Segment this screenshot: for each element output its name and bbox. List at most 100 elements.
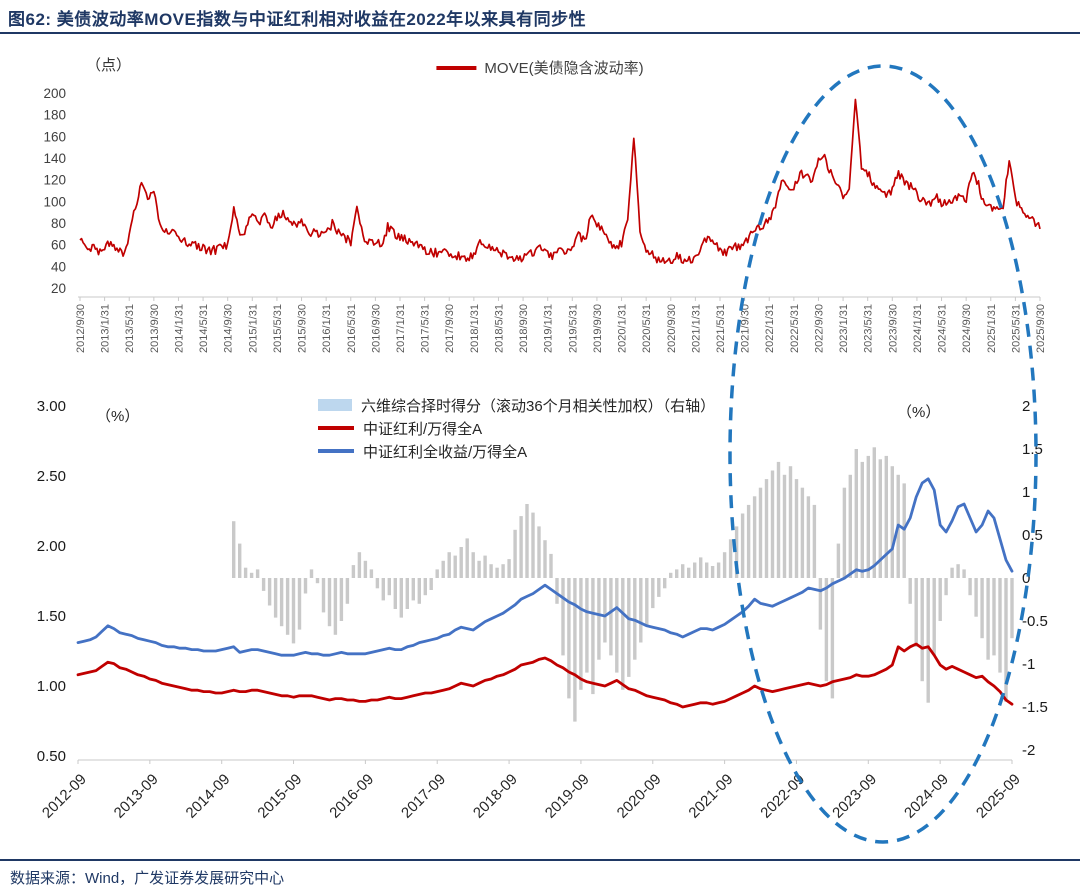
bottom-left-tick-label: 1.50 [37,608,66,625]
bottom-left-tick-label: 3.00 [37,398,66,415]
bottom-chart-legend: 六维综合择时得分（滚动36个月相关性加权）（右轴） 中证红利/万得全A 中证红利… [318,394,715,462]
move-chart: 2012/9/30 2013/1/31 2013/5/31 2013/9/30 2014… [43,86,1047,353]
top-x-tick-label: 2020/1/31 [617,304,629,353]
dividend-price-ratio-line [76,642,1014,709]
bottom-x-tick-label: 2019-09 [542,771,593,822]
bottom-right-tick-label: -2 [1022,742,1035,759]
top-x-tick-label: 2014/1/31 [173,304,185,353]
bottom-left-tick-label: 2.00 [37,538,66,555]
bottom-right-unit-label: （%） [897,404,941,421]
bottom-right-tick-label: -1 [1022,656,1035,673]
top-x-tick-label: 2015/5/31 [272,304,284,353]
dividend-total-return-line [76,477,1014,657]
total-return-legend-swatch [318,449,354,453]
top-y-tick-label: 180 [43,108,66,123]
top-x-tick-label: 2013/5/31 [124,304,136,353]
price-ratio-legend-swatch [318,426,354,430]
top-x-tick-label: 2017/5/31 [420,304,432,353]
top-x-tick-label: 2024/5/31 [937,304,949,353]
bottom-right-tick-label: -1.5 [1022,699,1048,716]
top-x-tick-label: 2017/1/31 [395,304,407,353]
top-x-tick-label: 2018/1/31 [469,304,481,353]
top-x-tick-label: 2023/1/31 [838,304,850,353]
top-x-tick-label: 2016/1/31 [321,304,333,353]
move-legend-label: MOVE(美债隐含波动率) [484,60,644,77]
total-return-legend-label: 中证红利全收益/万得全A [363,443,528,461]
top-x-tick-label: 2019/5/31 [567,304,579,353]
bottom-x-tick-label: 2023-09 [829,771,880,822]
top-x-tick-label: 2015/9/30 [297,304,309,353]
bottom-x-tick-label: 2014-09 [183,771,234,822]
bottom-left-unit-label: （%） [96,408,140,425]
top-x-tick-label: 2022/1/31 [764,304,776,353]
top-y-tick-label: 80 [51,216,66,231]
top-x-tick-label: 2021/9/30 [740,304,752,353]
score-legend-label: 六维综合择时得分（滚动36个月相关性加权）（右轴） [361,397,716,415]
top-x-tick-label: 2021/1/31 [690,304,702,353]
top-x-tick-label: 2019/1/31 [543,304,555,353]
top-x-tick-label: 2021/5/31 [715,304,727,353]
legend-row-total-return: 中证红利全收益/万得全A [318,440,715,462]
top-x-tick-label: 2020/5/31 [641,304,653,353]
bottom-x-tick-label: 2024-09 [901,771,952,822]
top-x-tick-label: 2023/9/30 [887,304,899,353]
top-y-tick-label: 40 [51,259,66,274]
bottom-right-tick-label: -0.5 [1022,613,1048,630]
highlight-ellipse [728,64,1038,844]
figure-title: 图62: 美债波动率MOVE指数与中证红利相对收益在2022年以来具有同步性 [8,10,587,29]
top-y-tick-label: 100 [43,194,66,209]
top-x-tick-label: 2024/9/30 [961,304,973,353]
score-bars [232,447,1014,722]
top-x-tick-label: 2013/1/31 [100,304,112,353]
title-divider [0,32,1080,34]
bottom-right-tick-label: 2 [1022,398,1030,415]
move-legend-swatch [436,65,477,70]
top-x-tick-label: 2018/9/30 [518,304,530,353]
bottom-left-tick-label: 1.00 [37,678,66,695]
top-y-tick-label: 160 [43,129,66,144]
bottom-x-tick-label: 2016-09 [326,771,377,822]
bottom-x-tick-label: 2025-09 [973,771,1024,822]
top-x-tick-label: 2018/5/31 [493,304,505,353]
legend-row-price-ratio: 中证红利/万得全A [318,417,715,439]
source-divider [0,859,1080,861]
bottom-left-tick-label: 2.50 [37,468,66,485]
top-x-tick-label: 2017/9/30 [444,304,456,353]
price-ratio-legend-label: 中证红利/万得全A [363,420,483,438]
top-chart-unit-label: （点） [86,57,132,74]
legend-row-score: 六维综合择时得分（滚动36个月相关性加权）（右轴） [318,394,715,416]
bottom-x-tick-label: 2015-09 [254,771,305,822]
bottom-right-tick-label: 1 [1022,484,1030,501]
top-y-tick-label: 140 [43,151,66,166]
bottom-x-tick-label: 2020-09 [614,771,665,822]
top-x-tick-label: 2022/5/31 [789,304,801,353]
bottom-x-tick-label: 2021-09 [685,771,736,822]
score-legend-swatch [318,399,352,411]
top-chart-legend: MOVE(美债隐含波动率) [436,57,644,78]
top-x-tick-label: 2023/5/31 [863,304,875,353]
top-x-tick-label: 2014/5/31 [198,304,210,353]
top-y-tick-label: 200 [43,86,66,101]
top-x-tick-label: 2019/9/30 [592,304,604,353]
top-x-tick-label: 2012/9/30 [75,304,87,353]
top-x-tick-label: 2024/1/31 [912,304,924,353]
top-y-tick-label: 20 [51,281,66,296]
top-x-tick-label: 2025/9/30 [1035,304,1047,353]
top-y-tick-label: 60 [51,238,66,253]
top-x-tick-label: 2025/1/31 [986,304,998,353]
bottom-x-tick-label: 2012-09 [39,771,90,822]
bottom-left-tick-label: 0.50 [37,748,66,765]
move-line [79,98,1041,264]
top-x-tick-label: 2022/9/30 [813,304,825,353]
top-x-tick-label: 2025/5/31 [1010,304,1022,353]
bottom-right-tick-label: 0 [1022,570,1030,587]
top-x-tick-label: 2016/9/30 [370,304,382,353]
bottom-right-tick-label: 0.5 [1022,527,1043,544]
top-y-tick-label: 120 [43,173,66,188]
top-x-tick-label: 2015/1/31 [247,304,259,353]
top-x-tick-label: 2020/9/30 [666,304,678,353]
bottom-right-tick-label: 1.5 [1022,441,1043,458]
top-x-tick-label: 2016/5/31 [346,304,358,353]
